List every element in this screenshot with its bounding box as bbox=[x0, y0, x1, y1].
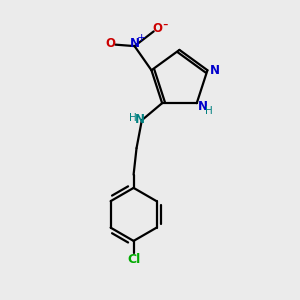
Text: H: H bbox=[205, 106, 212, 116]
Text: Cl: Cl bbox=[127, 253, 140, 266]
Text: N: N bbox=[135, 113, 145, 126]
Text: N: N bbox=[130, 37, 140, 50]
Text: +: + bbox=[136, 33, 146, 43]
Text: N: N bbox=[198, 100, 208, 112]
Text: O: O bbox=[152, 22, 162, 35]
Text: O: O bbox=[105, 37, 115, 50]
Text: -: - bbox=[163, 16, 168, 32]
Text: H: H bbox=[129, 113, 137, 123]
Text: N: N bbox=[210, 64, 220, 77]
